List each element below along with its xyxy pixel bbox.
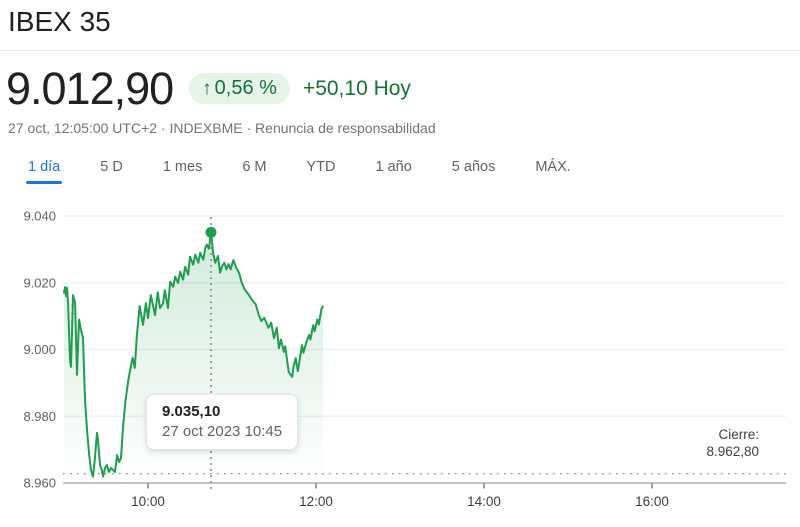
x-axis-label: 14:00	[467, 494, 501, 509]
y-axis-label: 8.980	[23, 409, 56, 424]
tab-ytd[interactable]: YTD	[306, 159, 336, 175]
chart-tooltip: 9.035,10 27 oct 2023 10:45	[146, 394, 299, 450]
disclaimer-link[interactable]: Renuncia de responsabilidad	[255, 120, 436, 136]
current-price: 9.012,90	[6, 63, 174, 114]
y-axis-label: 9.040	[23, 209, 56, 224]
price-line	[63, 231, 324, 478]
price-chart[interactable]: 9.040 9.020 9.000 8.980 8.960 10:00 12:00 14:00…	[0, 195, 800, 527]
tab-5y[interactable]: 5 años	[451, 159, 496, 175]
y-axis-label: 9.000	[23, 342, 56, 357]
tab-5d[interactable]: 5 D	[100, 159, 123, 175]
change-badge: ↑ 0,56 %	[189, 73, 290, 104]
previous-close-value: 8.962,80	[706, 444, 759, 459]
time-range-tabs: 1 día 5 D 1 mes 6 M YTD 1 año 5 años MÁX.	[8, 150, 591, 184]
previous-close-label: Cierre: 8.962,80	[706, 426, 759, 460]
up-arrow-icon: ↑	[202, 77, 212, 99]
change-today: +50,10 Hoy	[302, 76, 411, 100]
tab-1m[interactable]: 1 mes	[162, 159, 203, 175]
y-axis-label: 8.960	[23, 476, 56, 491]
tooltip-datetime: 27 oct 2023 10:45	[162, 423, 283, 440]
change-percent: 0,56 %	[214, 77, 277, 99]
header-divider	[0, 50, 800, 51]
tab-1y[interactable]: 1 año	[375, 159, 412, 175]
peak-marker	[205, 226, 217, 238]
x-axis-label: 10:00	[131, 494, 165, 509]
previous-close-caption: Cierre:	[718, 427, 759, 442]
quote-subtitle: 27 oct, 12:05:00 UTC+2 · INDEXBME · Renu…	[8, 120, 436, 136]
tooltip-price: 9.035,10	[162, 403, 221, 420]
x-axis-label: 16:00	[635, 494, 669, 509]
price-row: 9.012,90 ↑ 0,56 % +50,10 Hoy	[6, 66, 411, 111]
tab-1d[interactable]: 1 día	[8, 150, 80, 184]
quote-timestamp: 27 oct, 12:05:00 UTC+2 · INDEXBME ·	[8, 120, 256, 136]
tab-6m[interactable]: 6 M	[242, 159, 267, 175]
x-axis-label: 12:00	[299, 494, 333, 509]
y-axis-label: 9.020	[23, 275, 56, 290]
page-title: IBEX 35	[8, 6, 111, 37]
tab-max[interactable]: MÁX.	[535, 159, 571, 175]
